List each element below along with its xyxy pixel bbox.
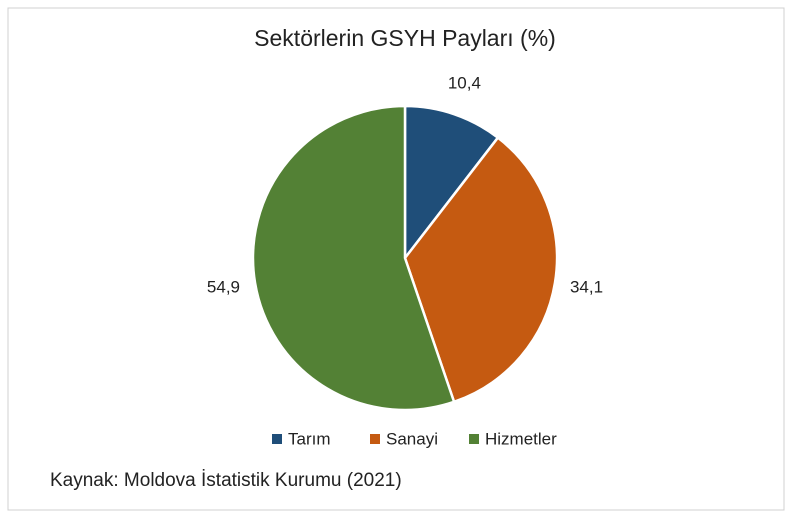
legend-swatch [469,434,479,444]
legend-label: Hizmetler [485,429,557,448]
pie-slice [403,135,559,404]
data-label: 54,9 [207,278,240,297]
chart-title: Sektörlerin GSYH Payları (%) [254,25,556,51]
legend-label: Tarım [288,429,331,448]
source-note: Kaynak: Moldova İstatistik Kurumu (2021) [50,470,402,491]
legend-label: Sanayi [386,429,438,448]
pie-slice [403,104,500,262]
legend-swatch [370,434,380,444]
data-label: 10,4 [448,73,481,92]
legend-swatch [272,434,282,444]
data-label: 34,1 [570,278,603,297]
pie-slice [251,104,456,412]
